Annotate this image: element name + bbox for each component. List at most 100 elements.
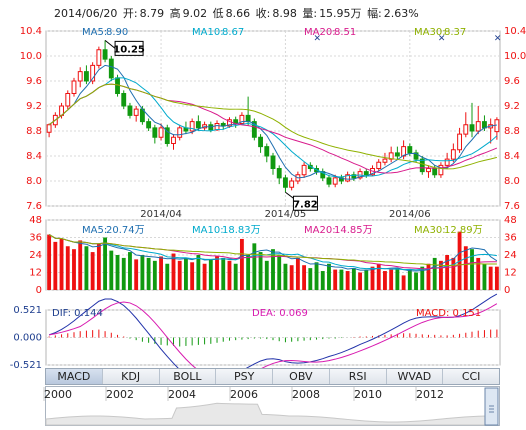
candle-body — [239, 114, 245, 124]
price-ma-name: MA5: — [82, 27, 107, 38]
volume-bar — [295, 257, 300, 290]
volume-bar — [476, 257, 481, 290]
volume-bar — [451, 257, 456, 290]
candle-body — [289, 180, 295, 188]
high-value: 9.02 — [182, 7, 208, 20]
volume-bar — [152, 260, 157, 290]
price-xtick: 2014/06 — [389, 209, 431, 220]
candle-body — [432, 168, 438, 176]
volume-bar — [401, 275, 406, 290]
volume-bar — [96, 243, 101, 290]
candle-body — [65, 93, 71, 107]
price-ytick-left: 10.0 — [20, 51, 42, 62]
price-ma-name: MA30: — [414, 27, 446, 38]
price-ytick-right: 8.8 — [504, 126, 520, 137]
price-ma10-line — [48, 77, 498, 178]
macd-dea-line — [49, 301, 498, 382]
price-panel-frame — [45, 30, 501, 207]
candle-body — [394, 152, 400, 157]
tab-obv[interactable]: OBV — [273, 369, 330, 384]
price-ytick-right: 9.6 — [504, 76, 520, 87]
price-ytick-right: 10.0 — [504, 51, 526, 62]
volume-bar — [59, 238, 64, 290]
candle-body — [444, 158, 450, 166]
volume-bar — [283, 263, 288, 290]
candle-body — [158, 127, 164, 138]
volume-bar — [233, 263, 238, 290]
candle-body — [276, 168, 282, 179]
candle-body — [133, 108, 139, 116]
candle-body — [90, 64, 96, 82]
tab-cci[interactable]: CCI — [461, 370, 481, 383]
price-xtick: 2014/04 — [140, 209, 182, 220]
volume-bar — [115, 255, 120, 290]
tab-macd[interactable]: MACD — [46, 369, 103, 384]
volume-bar — [258, 252, 263, 290]
candle-body — [227, 119, 232, 127]
volume-bar — [78, 240, 83, 290]
candle-body — [258, 136, 263, 148]
tab-boll[interactable]: BOLL — [160, 369, 217, 384]
price-event-marker: ✕ — [438, 34, 446, 44]
volume-bar — [494, 266, 499, 290]
volume-bar — [358, 272, 362, 290]
min-annotation-box — [292, 195, 318, 211]
candle-body — [283, 177, 288, 188]
volume-bar — [488, 266, 493, 290]
candle-body — [351, 174, 357, 179]
volume-ytick-left: 0 — [36, 285, 42, 296]
price-ytick-right: 9.2 — [504, 101, 520, 112]
volume-bar — [171, 253, 176, 290]
candle-body — [457, 133, 463, 151]
tab-psy[interactable]: PSY — [216, 369, 273, 384]
volume-bar — [227, 260, 232, 290]
macd-ytick: 0.000 — [13, 333, 42, 344]
volume-bar — [277, 255, 282, 290]
candle-body — [214, 123, 220, 131]
quote-date: 2014/06/20 — [54, 7, 118, 20]
price-ytick-left: 7.6 — [26, 201, 42, 212]
candle-body — [301, 164, 307, 176]
volume-bar — [370, 266, 375, 290]
volume-bar — [407, 269, 412, 290]
volume-ma-name: MA30: — [414, 225, 446, 236]
change-value: 2.63% — [383, 7, 419, 20]
macd-dif-line — [48, 293, 498, 383]
volume-ytick-right: 24 — [504, 250, 517, 261]
volume-bar — [395, 268, 400, 290]
volume-ma10-line — [48, 234, 497, 271]
volume-bar — [314, 262, 319, 290]
volume-bar — [221, 257, 226, 290]
volume-bar — [90, 252, 95, 290]
volume-bar — [420, 266, 425, 290]
volume-bar — [246, 255, 251, 290]
volume-bar — [463, 246, 468, 290]
tab-rsi[interactable]: RSI — [330, 369, 387, 384]
volume-bar — [190, 262, 195, 290]
volume-ytick-right: 48 — [504, 215, 517, 226]
candle-body — [363, 171, 369, 176]
price-ma-value: 8.51 — [334, 27, 356, 38]
candle-body — [171, 136, 176, 144]
price-ytick-left: 8.0 — [26, 176, 42, 187]
volume-bar — [165, 263, 170, 290]
volume-ma-name: MA5: — [82, 225, 107, 236]
candle-body — [83, 71, 89, 82]
candle-body — [152, 127, 158, 138]
candle-body — [251, 121, 257, 138]
volume-bar — [128, 252, 132, 290]
overview-navigator[interactable] — [45, 386, 500, 426]
price-ytick-right: 7.6 — [504, 201, 520, 212]
high-label: 高 — [169, 7, 181, 20]
candle-body — [108, 58, 114, 79]
tab-kdj[interactable]: KDJ — [103, 369, 160, 384]
price-event-marker: ✕ — [494, 34, 502, 44]
low-label: 低 — [212, 7, 224, 20]
volume-ytick-left: 12 — [29, 268, 42, 279]
candle-body — [189, 121, 195, 132]
volume-ma-name: MA20: — [304, 225, 336, 236]
tab-wvad[interactable]: WVAD — [387, 369, 444, 384]
price-ytick-left: 9.2 — [26, 101, 42, 112]
min-annotation-leader — [285, 191, 294, 199]
